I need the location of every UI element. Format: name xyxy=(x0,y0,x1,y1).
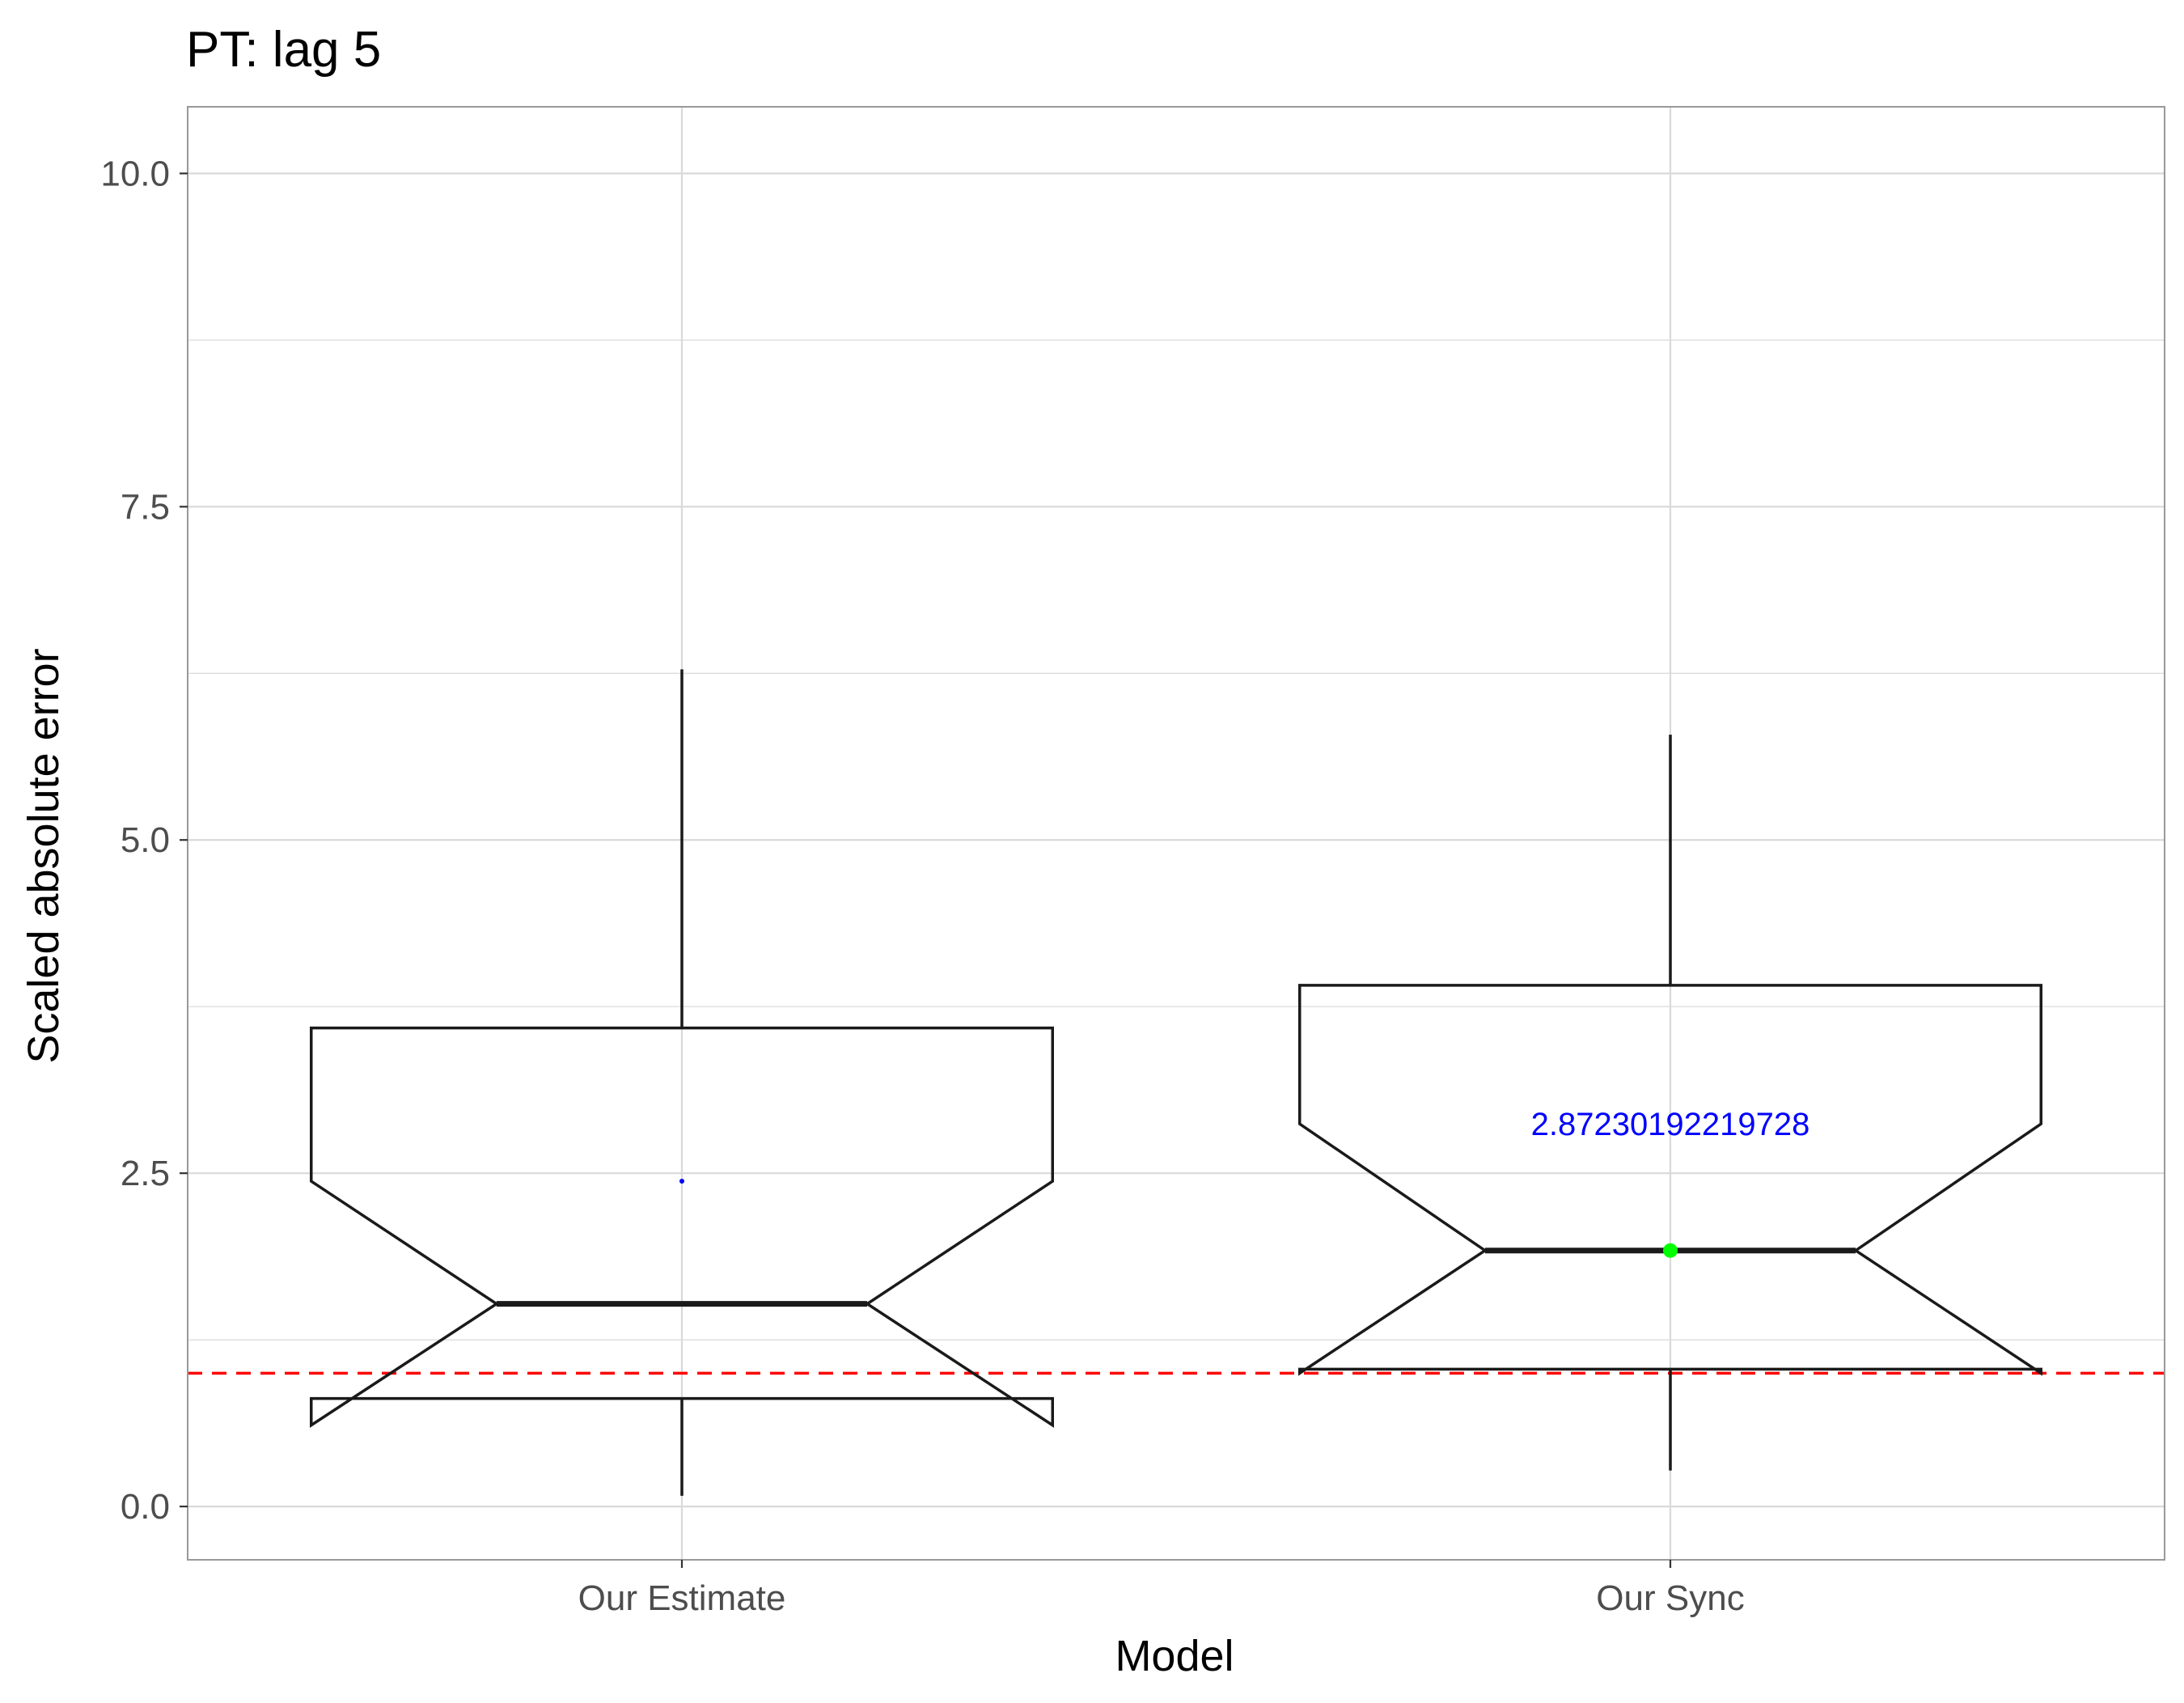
x-tick-label: Our Estimate xyxy=(578,1578,786,1618)
box-our-sync: 2.87230192219728 xyxy=(1298,735,2042,1471)
mean-marker xyxy=(679,1179,684,1184)
x-tick-label: Our Sync xyxy=(1596,1578,1744,1618)
panel-border xyxy=(187,106,2165,1561)
notched-box xyxy=(310,1026,1054,1428)
mean-annotation: 2.87230192219728 xyxy=(1531,1107,1810,1142)
y-tick-label: 10.0 xyxy=(100,154,170,193)
mean-marker xyxy=(1663,1243,1678,1258)
y-tick-label: 5.0 xyxy=(121,820,170,860)
boxes-layer: 2.87230192219728 xyxy=(310,669,2042,1496)
box-our-estimate xyxy=(310,669,1054,1496)
grid-lines xyxy=(188,107,2165,1560)
chart-title: PT: lag 5 xyxy=(186,22,381,78)
y-tick-label: 2.5 xyxy=(121,1154,170,1193)
y-axis-ticks: 0.0 2.5 5.0 7.5 10.0 xyxy=(100,154,188,1527)
notched-box xyxy=(1298,984,2042,1376)
y-axis-title: Scaled absolute error xyxy=(19,648,68,1063)
y-tick-label: 0.0 xyxy=(121,1487,170,1527)
x-axis-ticks: Our Estimate Our Sync xyxy=(578,1560,1745,1618)
y-tick-label: 7.5 xyxy=(121,487,170,527)
x-axis-title: Model xyxy=(1115,1632,1234,1680)
